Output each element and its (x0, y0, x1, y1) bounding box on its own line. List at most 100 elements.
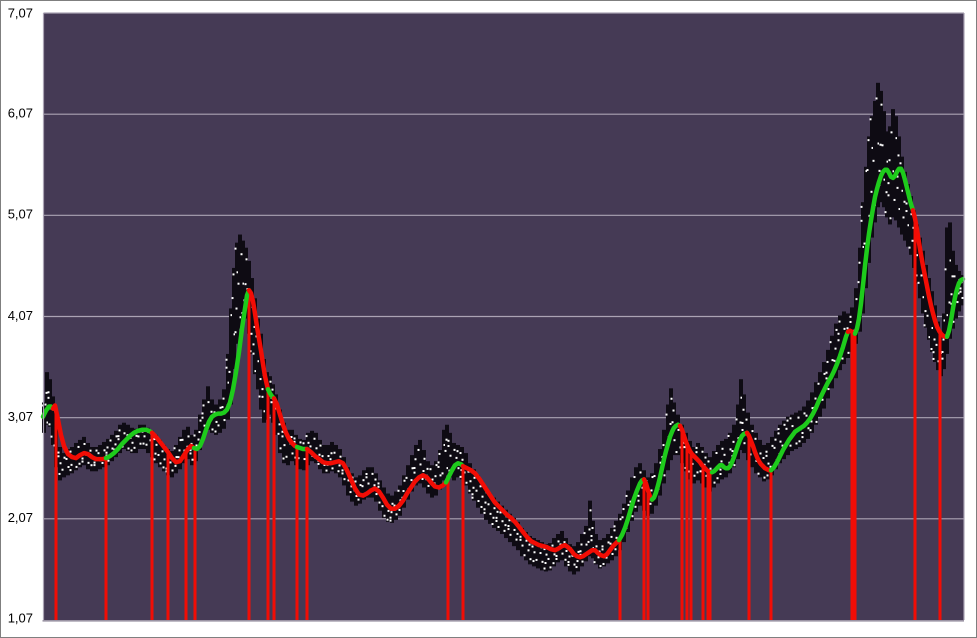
candle-tick-dot (278, 423, 281, 426)
candle-tick-dot (439, 474, 442, 477)
candle (244, 247, 248, 319)
candle-tick-dot (93, 461, 96, 464)
candle (770, 436, 774, 476)
candle-tick-dot (47, 391, 50, 394)
candle (885, 131, 889, 218)
candle-tick-dot (447, 444, 450, 447)
candle (720, 440, 724, 480)
candle-tick-dot (492, 516, 495, 519)
candle (933, 305, 937, 363)
candle-tick-dot (397, 489, 400, 492)
candle-tick-dot (613, 525, 616, 528)
candle-tick-dot (581, 560, 584, 563)
ma-segment-down (744, 430, 774, 473)
candle-tick-dot (849, 320, 852, 323)
candle-tick-dot (599, 565, 602, 568)
candle (876, 82, 880, 208)
candle-tick-dot (531, 545, 534, 548)
candle-tick-dot (555, 558, 558, 561)
candle-tick-dot (329, 458, 332, 461)
candle-tick-dot (507, 525, 510, 528)
candle-tick-dot (171, 469, 174, 472)
candle-tick-dot (390, 511, 393, 514)
candle-tick-dot (951, 275, 954, 278)
candle-tick-dot (421, 477, 424, 480)
candle-tick-dot (579, 550, 582, 553)
candle-tick-dot (841, 357, 844, 360)
candle-tick-dot (323, 463, 326, 466)
candle-tick-dot (826, 360, 829, 363)
candle-tick-dot (446, 467, 449, 470)
ma-segment-down (149, 430, 197, 465)
candle (854, 288, 858, 344)
candle-tick-dot (227, 381, 230, 384)
candle-tick-dot (695, 451, 698, 454)
candle (492, 497, 496, 528)
ma-segment-down (50, 403, 109, 462)
candle-tick-dot (59, 462, 62, 465)
candle-tick-dot (670, 397, 673, 400)
candle (235, 242, 239, 344)
candle-tick-dot (883, 178, 886, 181)
candle-tick-dot (63, 456, 66, 459)
candle (190, 434, 194, 466)
candle-tick-dot (833, 359, 836, 362)
candle-tick-dot (890, 131, 893, 134)
candle-tick-dot (516, 532, 519, 535)
candle-tick-dot (513, 528, 516, 531)
candle-tick-dot (41, 404, 44, 407)
candle (591, 520, 595, 559)
candle-tick-dot (417, 448, 420, 451)
candle-tick-dot (389, 519, 392, 522)
candle-tick-dot (163, 458, 166, 461)
candle-tick-dot (908, 246, 911, 249)
candle-tick-dot (583, 532, 586, 535)
candle-tick-dot (197, 438, 200, 441)
candle-tick-dot (402, 490, 405, 493)
candle-tick-dot (637, 494, 640, 497)
candle-tick-dot (177, 456, 180, 459)
candle-tick-dot (181, 438, 184, 441)
candle-tick-dot (563, 541, 566, 544)
candle-tick-dot (777, 428, 780, 431)
candle-tick-dot (917, 281, 920, 284)
candle (322, 444, 326, 474)
candle-tick-dot (529, 558, 532, 561)
candle-tick-dot (123, 432, 126, 435)
signal-lines (54, 220, 942, 620)
candle (861, 202, 865, 314)
candle-tick-dot (46, 421, 49, 424)
candle-tick-dot (759, 452, 762, 455)
candle-tick-dot (683, 446, 686, 449)
candle (508, 513, 512, 543)
candle-tick-dot (896, 186, 899, 189)
candle-tick-dot (118, 429, 121, 432)
candle-tick-dot (595, 545, 598, 548)
ma-segment-up (103, 427, 155, 461)
candle-tick-dot (237, 282, 240, 285)
candle (422, 450, 426, 488)
candle-tick-dot (765, 454, 768, 457)
candle-tick-dot (593, 561, 596, 564)
candle-tick-dot (831, 359, 834, 362)
candle-tick-dot (827, 388, 830, 391)
candle-tick-dot (293, 440, 296, 443)
candle-tick-dot (105, 451, 108, 454)
candle-tick-dot (631, 515, 634, 518)
candle (274, 394, 278, 435)
candle (606, 534, 610, 564)
ma-segment-up (616, 477, 647, 543)
candle-tick-dot (230, 314, 233, 317)
candle (728, 432, 732, 474)
candle-tick-dot (233, 333, 236, 336)
candle-tick-dot (468, 489, 471, 492)
candle-tick-dot (157, 453, 160, 456)
candle-tick-dot (533, 551, 536, 554)
candle-tick-dot (489, 512, 492, 515)
candle-tick-dot (252, 343, 255, 346)
candle (676, 414, 680, 456)
ma-segment-down (304, 446, 449, 511)
candle-tick-dot (477, 500, 480, 503)
candle-tick-dot (801, 436, 804, 439)
candle-tick-dot (707, 460, 710, 463)
